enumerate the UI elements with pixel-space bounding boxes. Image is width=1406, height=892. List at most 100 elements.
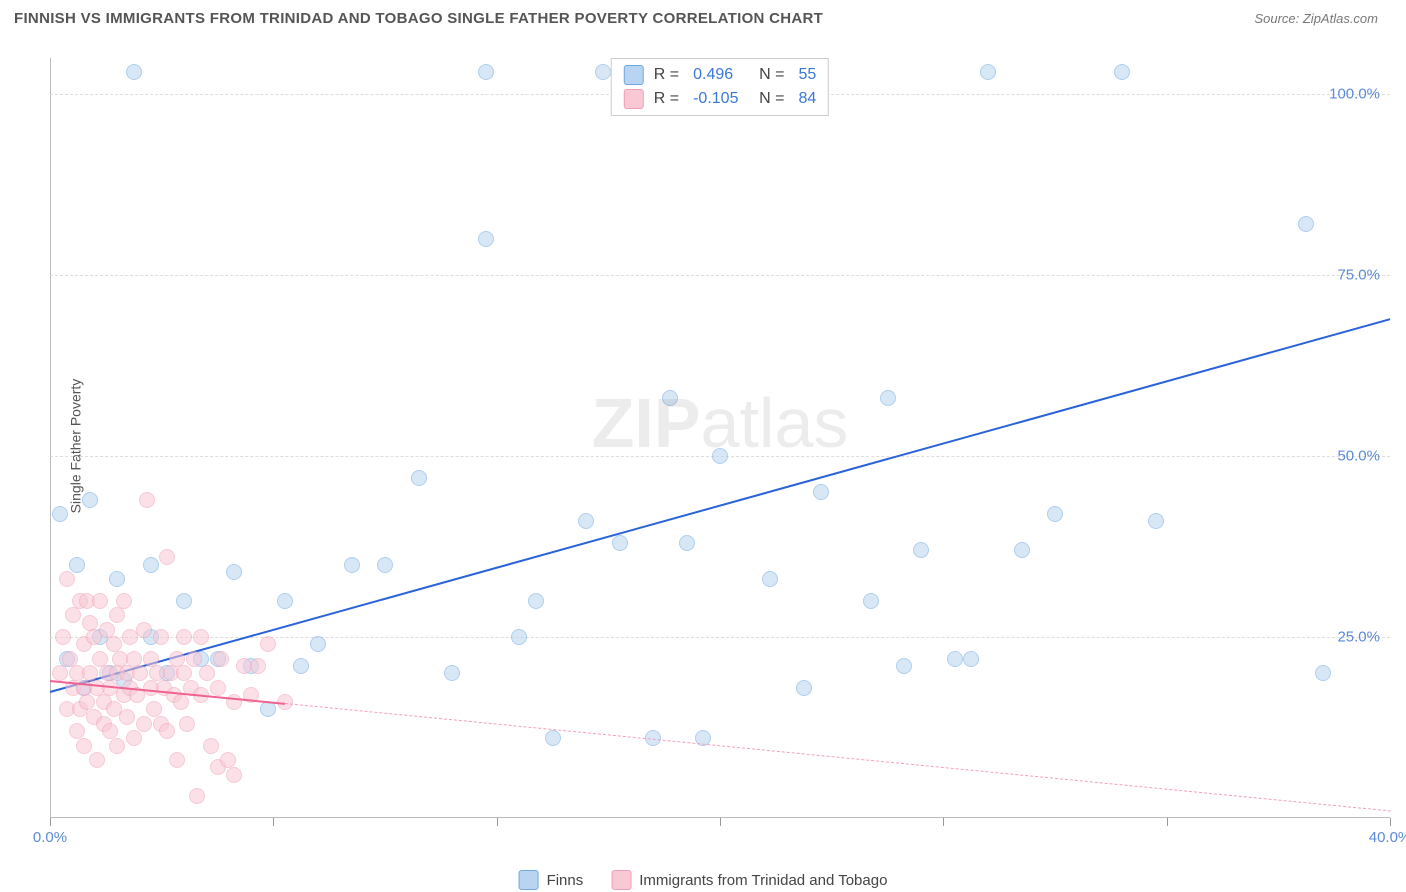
- legend-item: Finns: [519, 870, 584, 890]
- data-point: [186, 651, 202, 667]
- data-point: [478, 64, 494, 80]
- data-point: [179, 716, 195, 732]
- data-point: [199, 665, 215, 681]
- legend-swatch: [624, 65, 644, 85]
- data-point: [176, 629, 192, 645]
- data-point: [159, 723, 175, 739]
- data-point: [1014, 542, 1030, 558]
- data-point: [173, 694, 189, 710]
- stat-r-label: R =: [654, 90, 679, 108]
- stat-r-label: R =: [654, 66, 679, 84]
- data-point: [947, 651, 963, 667]
- data-point: [896, 658, 912, 674]
- stat-r-value: -0.105: [693, 90, 749, 108]
- data-point: [963, 651, 979, 667]
- stat-n-label: N =: [759, 66, 784, 84]
- data-point: [203, 738, 219, 754]
- data-point: [980, 64, 996, 80]
- y-tick-label: 50.0%: [1337, 448, 1380, 465]
- x-tick: [1390, 818, 1391, 826]
- scatter-plot: 25.0%50.0%75.0%100.0%0.0%40.0% ZIPatlas …: [50, 58, 1390, 818]
- data-point: [796, 680, 812, 696]
- data-point: [813, 484, 829, 500]
- data-point: [277, 593, 293, 609]
- legend-item: Immigrants from Trinidad and Tobago: [611, 870, 887, 890]
- y-tick-label: 25.0%: [1337, 629, 1380, 646]
- data-point: [143, 557, 159, 573]
- data-point: [377, 557, 393, 573]
- x-tick: [497, 818, 498, 826]
- stats-row: R = 0.496 N = 55: [624, 63, 816, 87]
- legend-swatch: [624, 89, 644, 109]
- stat-n-value: 84: [798, 90, 816, 108]
- data-point: [310, 636, 326, 652]
- data-point: [880, 390, 896, 406]
- legend-label: Finns: [547, 872, 584, 889]
- data-point: [210, 680, 226, 696]
- data-point: [226, 564, 242, 580]
- data-point: [52, 665, 68, 681]
- x-tick-label: 0.0%: [33, 829, 67, 846]
- data-point: [478, 231, 494, 247]
- data-point: [226, 767, 242, 783]
- y-tick-label: 75.0%: [1337, 267, 1380, 284]
- data-point: [1047, 506, 1063, 522]
- data-point: [82, 492, 98, 508]
- y-axis-line: [50, 58, 51, 818]
- data-point: [59, 571, 75, 587]
- data-point: [132, 665, 148, 681]
- x-tick: [273, 818, 274, 826]
- data-point: [119, 709, 135, 725]
- data-point: [109, 738, 125, 754]
- data-point: [528, 593, 544, 609]
- stats-legend: R = 0.496 N = 55 R = -0.105 N = 84: [611, 58, 829, 116]
- x-tick-label: 40.0%: [1369, 829, 1406, 846]
- data-point: [136, 622, 152, 638]
- data-point: [712, 448, 728, 464]
- data-point: [595, 64, 611, 80]
- data-point: [411, 470, 427, 486]
- data-point: [109, 607, 125, 623]
- data-point: [176, 593, 192, 609]
- legend-label: Immigrants from Trinidad and Tobago: [639, 872, 887, 889]
- legend-swatch: [519, 870, 539, 890]
- data-point: [679, 535, 695, 551]
- data-point: [1148, 513, 1164, 529]
- legend-swatch: [611, 870, 631, 890]
- data-point: [82, 615, 98, 631]
- data-point: [89, 752, 105, 768]
- data-point: [169, 752, 185, 768]
- data-point: [69, 557, 85, 573]
- data-point: [762, 571, 778, 587]
- stat-r-value: 0.496: [693, 66, 749, 84]
- grid-line: [50, 637, 1390, 638]
- data-point: [250, 658, 266, 674]
- x-tick: [720, 818, 721, 826]
- source-attribution: Source: ZipAtlas.com: [1254, 11, 1378, 26]
- data-point: [1315, 665, 1331, 681]
- data-point: [139, 492, 155, 508]
- data-point: [159, 549, 175, 565]
- stat-n-value: 55: [798, 66, 816, 84]
- data-point: [293, 658, 309, 674]
- y-tick-label: 100.0%: [1329, 86, 1380, 103]
- data-point: [153, 629, 169, 645]
- grid-line: [50, 275, 1390, 276]
- data-point: [1298, 216, 1314, 232]
- data-point: [126, 64, 142, 80]
- stat-n-label: N =: [759, 90, 784, 108]
- chart-title: FINNISH VS IMMIGRANTS FROM TRINIDAD AND …: [14, 10, 823, 27]
- x-tick: [1167, 818, 1168, 826]
- x-tick: [943, 818, 944, 826]
- data-point: [344, 557, 360, 573]
- data-point: [76, 738, 92, 754]
- data-point: [1114, 64, 1130, 80]
- x-tick: [50, 818, 51, 826]
- data-point: [213, 651, 229, 667]
- data-point: [662, 390, 678, 406]
- data-point: [126, 730, 142, 746]
- data-point: [444, 665, 460, 681]
- data-point: [545, 730, 561, 746]
- data-point: [189, 788, 205, 804]
- data-point: [260, 636, 276, 652]
